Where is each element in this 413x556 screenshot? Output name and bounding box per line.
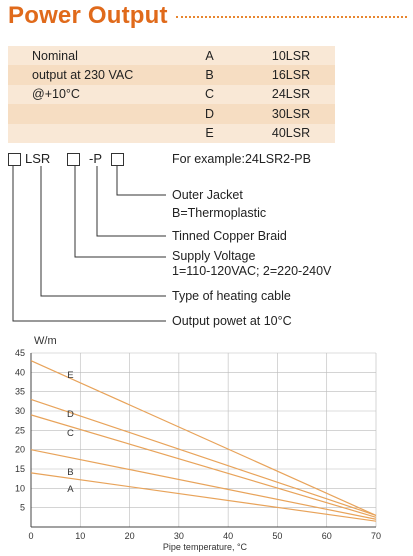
y-tick-label: 35 <box>15 387 25 397</box>
series-line-e <box>30 360 377 516</box>
x-axis-label: Pipe temperature, °C <box>163 542 248 552</box>
annotation-voltage-options: 1=110-120VAC; 2=220-240V <box>172 264 332 278</box>
annotation-supply-voltage: Supply Voltage <box>172 249 256 263</box>
x-tick-label: 30 <box>174 531 184 541</box>
annotation-cable-type: Type of heating cable <box>172 289 291 303</box>
chart-curve-labels: E DC BA <box>67 370 74 495</box>
series-line-c <box>30 414 377 518</box>
table-cell-desc: Nominal <box>8 46 172 66</box>
table-row: @+10°C C 24LSR <box>8 84 335 105</box>
y-tick-label: 25 <box>15 425 25 435</box>
y-tick-label: 45 <box>15 348 25 358</box>
table-row: D 30LSR <box>8 104 335 124</box>
x-tick-label: 40 <box>223 531 233 541</box>
code-box-voltage <box>67 153 80 166</box>
table-row: output at 230 VAC B 16LSR <box>8 65 335 85</box>
power-output-table: Nominal A 10LSR output at 230 VAC B 16LS… <box>8 46 335 143</box>
table-cell-desc <box>8 123 172 143</box>
y-axis-label: W/m <box>34 335 57 347</box>
x-tick-label: 60 <box>322 531 332 541</box>
table-cell-desc: output at 230 VAC <box>8 65 172 85</box>
x-tick-label: 0 <box>28 531 33 541</box>
chart-axes <box>30 353 376 528</box>
table-cell-model: 16LSR <box>247 65 335 85</box>
curve-label-a: A <box>67 484 74 495</box>
y-tick-label: 40 <box>15 367 25 377</box>
table-cell-code: D <box>172 104 247 124</box>
chart-ticks: 0 10 20 30 40 50 60 70 5 10 15 20 25 30 35 40 45 <box>15 348 381 541</box>
x-tick-label: 20 <box>125 531 135 541</box>
series-line-d <box>30 398 377 516</box>
table-cell-desc <box>8 104 172 124</box>
code-box-jacket <box>111 153 124 166</box>
curve-label-c: C <box>67 428 74 439</box>
table-row: Nominal A 10LSR <box>8 46 335 66</box>
curve-label-b: B <box>67 467 73 478</box>
x-tick-label: 10 <box>75 531 85 541</box>
code-lsr-text: LSR <box>25 151 51 166</box>
code-dash-p-text: -P <box>89 151 102 166</box>
annotation-output-power: Output powet at 10°C <box>172 314 292 328</box>
curve-label-e: E <box>67 370 73 381</box>
annotation-thermoplastic: B=Thermoplastic <box>172 206 267 220</box>
chart-series <box>30 360 377 522</box>
x-tick-label: 50 <box>272 531 282 541</box>
chart-grid <box>30 352 377 527</box>
annotation-copper-braid: Tinned Copper Braid <box>172 229 287 243</box>
code-box-power <box>8 153 21 166</box>
table-cell-code: A <box>172 46 247 66</box>
x-tick-label: 70 <box>371 531 381 541</box>
table-cell-model: 24LSR <box>247 84 335 105</box>
annotation-outer-jacket: Outer Jacket <box>172 188 243 202</box>
table-cell-model: 10LSR <box>247 46 335 66</box>
title-divider <box>176 16 407 18</box>
table-cell-code: E <box>172 123 247 143</box>
series-line-b <box>30 449 377 520</box>
y-tick-label: 20 <box>15 445 25 455</box>
series-line-a <box>30 472 377 522</box>
table-cell-code: B <box>172 65 247 85</box>
y-tick-label: 5 <box>20 503 25 513</box>
y-tick-label: 10 <box>15 483 25 493</box>
table-cell-model: 30LSR <box>247 104 335 124</box>
table-cell-code: C <box>172 84 247 105</box>
table-cell-model: 40LSR <box>247 123 335 143</box>
curve-label-d: D <box>67 409 74 420</box>
example-text: For example:24LSR2-PB <box>172 152 311 166</box>
table-row: E 40LSR <box>8 123 335 143</box>
page-title: Power Output <box>8 2 168 29</box>
table-cell-desc: @+10°C <box>8 84 172 105</box>
y-tick-label: 30 <box>15 406 25 416</box>
y-tick-label: 15 <box>15 464 25 474</box>
